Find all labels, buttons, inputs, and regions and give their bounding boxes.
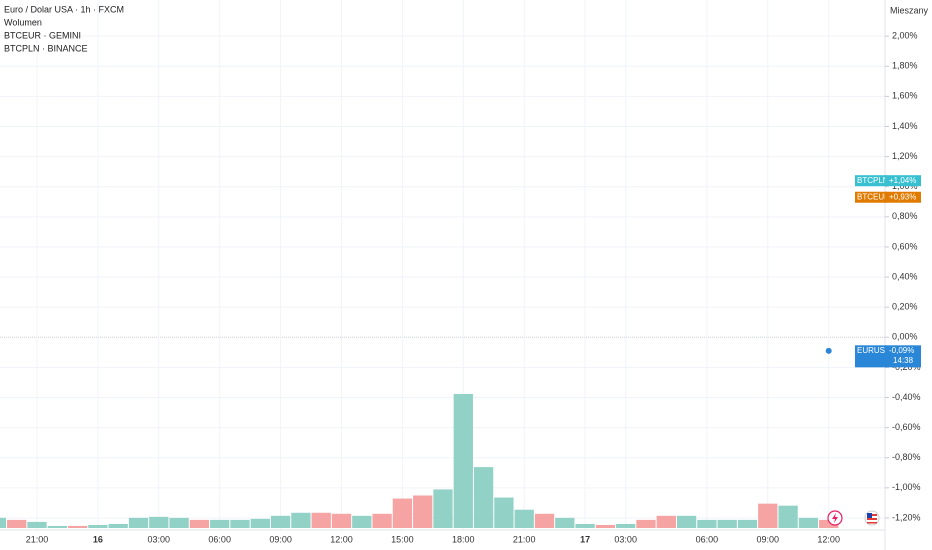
x-tick-label: 16 — [93, 534, 103, 544]
y-tick-label: 1,40% — [892, 121, 918, 131]
volume-bar — [372, 513, 392, 528]
x-tick-label: 15:00 — [391, 534, 414, 544]
y-tick-label: -0,80% — [892, 452, 921, 462]
y-tick-label: -1,20% — [892, 512, 921, 522]
x-tick-label: 21:00 — [513, 534, 536, 544]
volume-bar — [108, 523, 128, 528]
volume-bar — [0, 517, 7, 528]
x-tick-label: 03:00 — [614, 534, 637, 544]
volume-bar — [169, 517, 189, 528]
volume-bar — [392, 498, 413, 528]
lightning-icon[interactable] — [827, 510, 843, 526]
badge-value-bg — [885, 191, 921, 203]
y-tick-label: -0,40% — [892, 392, 921, 402]
badge-value: +0,93% — [889, 192, 916, 201]
legend-entry[interactable]: Wolumen — [4, 17, 42, 27]
volume-bar — [595, 524, 616, 528]
volume-bar — [230, 519, 250, 528]
badge-bg — [855, 345, 887, 368]
badge-value: +1,04% — [889, 176, 916, 185]
volume-bar — [331, 513, 352, 528]
volume-bar — [250, 518, 270, 528]
volume-bar — [778, 505, 798, 528]
volume-bar — [737, 519, 758, 528]
volume-bar — [575, 523, 595, 528]
x-tick-label: 12:00 — [330, 534, 353, 544]
volume-bar — [676, 515, 697, 528]
volume-bar — [636, 519, 656, 528]
volume-bar — [453, 394, 473, 528]
volume-bar — [189, 519, 210, 528]
legend-entry[interactable]: BTCPLN · BINANCE — [4, 43, 88, 53]
badge-name: BTCPLN — [857, 176, 889, 185]
volume-bar — [819, 519, 839, 528]
badge-name: BTCEUR — [857, 192, 890, 201]
x-tick-label: 06:00 — [208, 534, 231, 544]
volume-bar — [494, 497, 514, 528]
volume-bar — [697, 519, 717, 528]
y-tick-label: 0,60% — [892, 241, 918, 251]
x-tick-label: 06:00 — [696, 534, 719, 544]
volume-bar — [514, 509, 534, 528]
x-tick-label: 09:00 — [269, 534, 292, 544]
y-tick-label: -1,00% — [892, 482, 921, 492]
volume-bar — [798, 517, 819, 528]
badge-bg — [855, 175, 887, 187]
volume-bar — [291, 512, 311, 528]
badge-bg — [855, 191, 887, 203]
scale-mode[interactable]: Mieszany — [890, 5, 929, 15]
volume-bar — [413, 495, 433, 528]
legend: Euro / Dolar USA · 1h · FXCM Wolumen BTCEU… — [4, 4, 124, 53]
volume-bar — [7, 519, 27, 528]
y-tick-label: 1,60% — [892, 91, 918, 101]
volume-bar — [88, 524, 108, 528]
y-tick-label: 0,80% — [892, 211, 918, 221]
last-point — [825, 347, 832, 354]
x-tick-label: 18:00 — [452, 534, 475, 544]
x-tick-label: 03:00 — [148, 534, 171, 544]
volume-bar — [47, 525, 67, 528]
volume-bar — [270, 515, 291, 528]
y-tick-label: 2,00% — [892, 31, 918, 41]
y-tick-label: 0,00% — [892, 332, 918, 342]
volume-bar — [149, 516, 169, 528]
y-tick-label: 1,20% — [892, 151, 918, 161]
volume-bar — [311, 512, 331, 528]
last-value-badges: EURUSD-0,09%14:38 BTCEUR +0,93%BTCPLN +1,04… — [855, 175, 921, 368]
badge-value-bg — [885, 345, 921, 368]
y-tick-label: 0,20% — [892, 302, 918, 312]
grid — [0, 0, 885, 530]
volume-bar — [210, 519, 230, 528]
volume-bar — [758, 503, 778, 528]
volume-bar — [534, 513, 555, 528]
series-pane — [825, 347, 832, 354]
volume-bar — [555, 517, 575, 528]
x-tick-label: 21:00 — [26, 534, 49, 544]
y-tick-label: 0,40% — [892, 271, 918, 281]
legend-entry[interactable]: Euro / Dolar USA · 1h · FXCM — [4, 4, 124, 14]
legend-entry[interactable]: BTCEUR · GEMINI — [4, 30, 81, 40]
volume-bar — [473, 467, 494, 528]
badge-value: -0,09% — [889, 346, 914, 355]
volume-bar — [433, 489, 453, 528]
badge-name: EURUSD — [857, 346, 891, 355]
badge-value-bg — [885, 175, 921, 187]
time-axis: 21:00 16 03:00 06:00 09:00 12:00 15:00 18:00 21:… — [26, 534, 840, 544]
volume-pane — [0, 394, 839, 528]
volume-bar — [27, 521, 47, 528]
y-tick-label: -0,60% — [892, 422, 921, 432]
volume-bar — [352, 515, 372, 528]
badge-countdown: 14:38 — [893, 356, 914, 365]
x-tick-label: 12:00 — [817, 534, 840, 544]
volume-bar — [616, 523, 636, 528]
y-tick-label: 1,80% — [892, 61, 918, 71]
volume-bar — [67, 525, 88, 528]
x-tick-label: 17 — [580, 534, 590, 544]
x-tick-label: 09:00 — [757, 534, 780, 544]
flag-icon[interactable] — [864, 510, 880, 526]
volume-bar — [717, 519, 737, 528]
volume-bar — [128, 517, 149, 528]
volume-bar — [656, 515, 676, 528]
